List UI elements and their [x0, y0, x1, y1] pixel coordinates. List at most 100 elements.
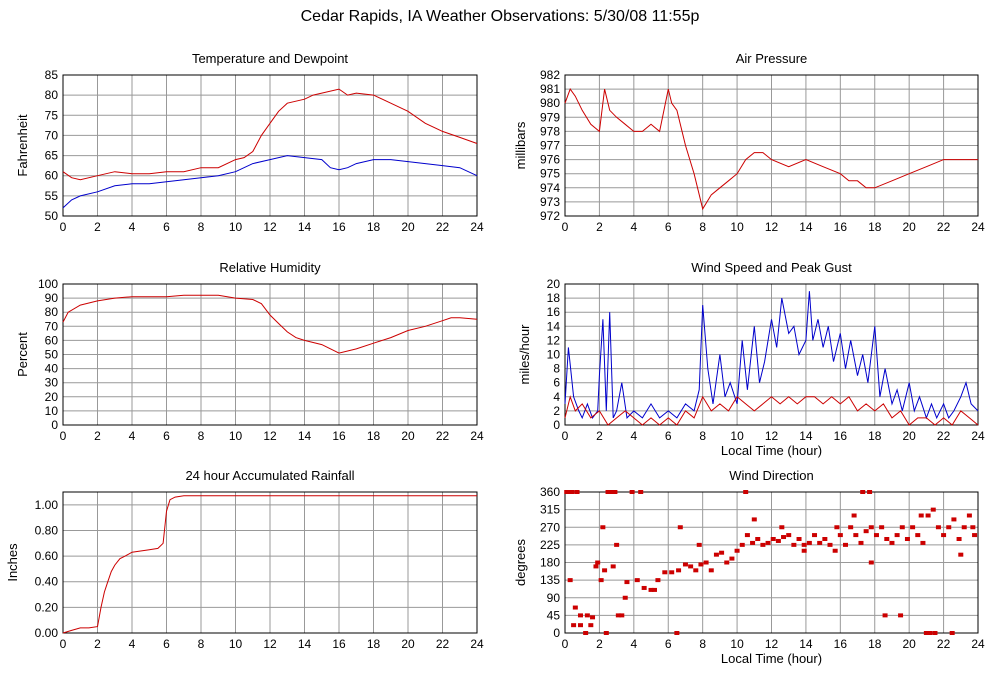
y-tick-label: 65	[45, 149, 59, 163]
data-point	[801, 542, 807, 547]
x-tick-label: 18	[868, 220, 882, 234]
data-point	[615, 613, 621, 618]
data-point	[832, 548, 838, 553]
data-point	[796, 537, 802, 541]
data-point	[822, 537, 828, 541]
data-point	[904, 537, 910, 541]
y-tick-label: 978	[540, 124, 560, 138]
x-tick-label: 22	[937, 220, 951, 234]
x-axis-label: Local Time (hour)	[721, 443, 822, 458]
y-axis-label: Percent	[15, 332, 30, 377]
y-tick-label: 0.60	[35, 549, 59, 563]
data-point	[600, 525, 606, 530]
data-point	[696, 542, 702, 547]
y-tick-label: 981	[540, 82, 560, 96]
y-tick-label: 270	[540, 520, 560, 534]
data-point	[801, 548, 807, 553]
y-tick-label: 60	[45, 169, 59, 183]
x-tick-label: 0	[562, 220, 569, 234]
data-point	[676, 568, 682, 573]
data-point	[688, 564, 694, 569]
data-point	[867, 490, 873, 494]
data-point	[648, 587, 654, 592]
data-point	[682, 562, 688, 567]
chart-title-humidity: Relative Humidity	[219, 260, 321, 275]
x-tick-label: 14	[799, 220, 813, 234]
x-tick-label: 22	[436, 220, 450, 234]
x-tick-label: 16	[332, 429, 346, 443]
y-tick-label: 0.80	[35, 523, 59, 537]
data-point	[629, 490, 635, 494]
data-point	[851, 513, 857, 518]
y-tick-label: 976	[540, 153, 560, 167]
x-tick-label: 2	[596, 637, 603, 651]
plot-frame	[62, 491, 478, 634]
x-tick-label: 18	[367, 429, 381, 443]
data-point	[734, 548, 740, 553]
x-tick-label: 12	[263, 637, 277, 651]
data-point	[961, 525, 967, 530]
x-tick-label: 14	[298, 429, 312, 443]
data-point	[602, 568, 608, 573]
data-point	[565, 490, 571, 494]
y-tick-label: 18	[547, 291, 561, 305]
data-point	[569, 490, 575, 494]
y-tick-label: 70	[45, 128, 59, 142]
data-point	[918, 513, 924, 518]
y-tick-label: 10	[45, 404, 59, 418]
data-point	[956, 537, 962, 541]
data-point	[634, 578, 640, 583]
x-tick-label: 0	[60, 220, 67, 234]
x-tick-label: 4	[129, 429, 136, 443]
y-axis-label: miles/hour	[517, 324, 532, 385]
data-point	[744, 533, 750, 538]
data-point	[622, 595, 628, 600]
y-tick-label: 80	[45, 305, 59, 319]
y-tick-label: 315	[540, 503, 560, 517]
x-tick-label: 24	[470, 637, 484, 651]
data-point	[608, 490, 614, 494]
y-tick-label: 0	[553, 418, 560, 432]
x-tick-label: 12	[263, 220, 277, 234]
data-point	[894, 533, 900, 538]
x-tick-label: 6	[665, 429, 672, 443]
y-tick-label: 80	[45, 88, 59, 102]
x-tick-label: 8	[699, 637, 706, 651]
y-tick-label: 50	[45, 348, 59, 362]
data-point	[781, 535, 787, 540]
data-point	[669, 570, 675, 575]
data-point	[719, 550, 725, 555]
y-tick-label: 0	[553, 626, 560, 640]
x-tick-label: 24	[971, 429, 985, 443]
data-point	[853, 533, 859, 538]
x-tick-label: 16	[834, 637, 848, 651]
y-tick-label: 974	[540, 181, 560, 195]
chart-title-rain: 24 hour Accumulated Rainfall	[185, 468, 354, 483]
y-tick-label: 0.00	[35, 626, 59, 640]
data-point	[708, 568, 714, 573]
data-point	[595, 560, 601, 565]
x-tick-label: 8	[699, 429, 706, 443]
x-tick-label: 24	[971, 220, 985, 234]
y-tick-label: 0	[51, 418, 58, 432]
data-point	[827, 542, 833, 547]
x-tick-label: 22	[937, 429, 951, 443]
data-point	[879, 525, 885, 530]
data-point	[750, 540, 756, 545]
data-point	[786, 533, 792, 538]
plot-frame	[564, 74, 979, 217]
x-tick-label: 24	[470, 429, 484, 443]
x-tick-label: 14	[298, 637, 312, 651]
data-point	[925, 513, 931, 518]
y-tick-label: 20	[45, 390, 59, 404]
x-axis-label: Local Time (hour)	[721, 651, 822, 666]
data-point	[588, 623, 594, 628]
x-tick-label: 14	[298, 220, 312, 234]
y-tick-label: 30	[45, 376, 59, 390]
data-point	[765, 540, 771, 545]
